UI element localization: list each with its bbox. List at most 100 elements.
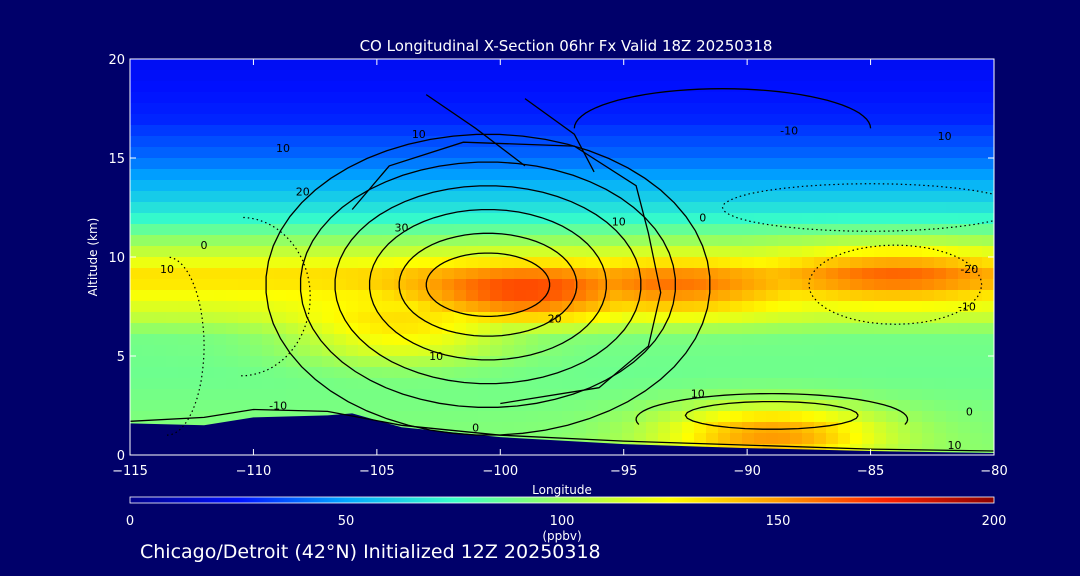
heatmap-cell bbox=[826, 334, 839, 346]
heatmap-cell bbox=[562, 59, 575, 71]
heatmap-cell bbox=[202, 279, 215, 291]
heatmap-cell bbox=[190, 279, 203, 291]
heatmap-cell bbox=[670, 290, 683, 302]
contour-line bbox=[265, 133, 711, 436]
heatmap-cell bbox=[214, 356, 227, 368]
heatmap-cell bbox=[970, 114, 983, 126]
heatmap-cell bbox=[154, 92, 167, 104]
heatmap-cell bbox=[274, 312, 287, 324]
heatmap-cell bbox=[466, 323, 479, 335]
heatmap-cell bbox=[778, 301, 791, 313]
heatmap-cell bbox=[394, 411, 407, 423]
heatmap-cell bbox=[742, 389, 755, 401]
heatmap-cell bbox=[790, 389, 803, 401]
heatmap-cell bbox=[166, 125, 179, 137]
heatmap-cell bbox=[226, 411, 239, 423]
heatmap-cell bbox=[142, 378, 155, 390]
heatmap-cell bbox=[874, 334, 887, 346]
heatmap-cell bbox=[922, 59, 935, 71]
heatmap-cell bbox=[142, 202, 155, 214]
heatmap-cell bbox=[214, 279, 227, 291]
heatmap-cell bbox=[898, 125, 911, 137]
heatmap-cell bbox=[634, 202, 647, 214]
heatmap-cell bbox=[766, 224, 779, 236]
heatmap-cell bbox=[562, 81, 575, 93]
heatmap-cell bbox=[298, 301, 311, 313]
heatmap-cell bbox=[502, 59, 515, 71]
heatmap-cell bbox=[946, 356, 959, 368]
heatmap-cell bbox=[238, 235, 251, 247]
heatmap-cell bbox=[862, 136, 875, 148]
heatmap-cell bbox=[178, 356, 191, 368]
heatmap-cell bbox=[682, 81, 695, 93]
heatmap-cell bbox=[886, 180, 899, 192]
heatmap-cell bbox=[394, 235, 407, 247]
heatmap-cell bbox=[154, 125, 167, 137]
heatmap-cell bbox=[982, 235, 994, 247]
heatmap-cell bbox=[538, 92, 551, 104]
heatmap-cell bbox=[598, 235, 611, 247]
heatmap-cell bbox=[262, 202, 275, 214]
heatmap-cell bbox=[406, 345, 419, 357]
heatmap-cell bbox=[670, 268, 683, 280]
heatmap-cell bbox=[670, 202, 683, 214]
heatmap-cell bbox=[850, 92, 863, 104]
heatmap-cell bbox=[610, 433, 623, 445]
heatmap-cell bbox=[466, 158, 479, 170]
heatmap-cell bbox=[646, 114, 659, 126]
heatmap-cell bbox=[910, 125, 923, 137]
heatmap-cell bbox=[862, 312, 875, 324]
heatmap-cell bbox=[790, 213, 803, 225]
heatmap-cell bbox=[742, 422, 755, 434]
heatmap-cell bbox=[418, 323, 431, 335]
heatmap-cell bbox=[742, 279, 755, 291]
heatmap-cell bbox=[718, 224, 731, 236]
heatmap-cell bbox=[334, 180, 347, 192]
heatmap-cell bbox=[430, 422, 443, 434]
heatmap-cell bbox=[922, 70, 935, 82]
x-tick-label: −95 bbox=[610, 464, 637, 479]
heatmap-cell bbox=[298, 356, 311, 368]
heatmap-cell bbox=[922, 224, 935, 236]
heatmap-cell bbox=[970, 279, 983, 291]
heatmap-cell bbox=[202, 202, 215, 214]
heatmap-cell bbox=[910, 81, 923, 93]
heatmap-cell bbox=[970, 224, 983, 236]
heatmap-cell bbox=[310, 180, 323, 192]
heatmap-cell bbox=[250, 257, 263, 269]
heatmap-cell bbox=[394, 169, 407, 181]
heatmap-cell bbox=[550, 169, 563, 181]
heatmap-cell bbox=[130, 389, 143, 401]
heatmap-cell bbox=[142, 246, 155, 258]
heatmap-cell bbox=[430, 312, 443, 324]
heatmap-cell bbox=[730, 334, 743, 346]
heatmap-cell bbox=[718, 136, 731, 148]
heatmap-cell bbox=[802, 158, 815, 170]
x-axis-label: Longitude bbox=[532, 483, 592, 497]
heatmap-cell bbox=[358, 334, 371, 346]
heatmap-cell bbox=[778, 70, 791, 82]
heatmap-cell bbox=[418, 213, 431, 225]
heatmap-cell bbox=[826, 169, 839, 181]
heatmap-cell bbox=[826, 257, 839, 269]
x-tick-label: −90 bbox=[733, 464, 760, 479]
heatmap-cell bbox=[214, 400, 227, 412]
heatmap-cell bbox=[670, 169, 683, 181]
heatmap-cell bbox=[466, 202, 479, 214]
heatmap-cell bbox=[514, 257, 527, 269]
heatmap-cell bbox=[694, 158, 707, 170]
heatmap-cell bbox=[886, 59, 899, 71]
heatmap-cell bbox=[442, 378, 455, 390]
heatmap-cell bbox=[694, 345, 707, 357]
heatmap-cell bbox=[370, 257, 383, 269]
heatmap-cell bbox=[790, 411, 803, 423]
heatmap-cell bbox=[130, 367, 143, 379]
heatmap-cell bbox=[622, 81, 635, 93]
heatmap-cell bbox=[526, 378, 539, 390]
heatmap-cell bbox=[262, 290, 275, 302]
heatmap-cell bbox=[154, 70, 167, 82]
heatmap-cell bbox=[982, 400, 994, 412]
heatmap-cell bbox=[526, 213, 539, 225]
heatmap-cell bbox=[742, 334, 755, 346]
heatmap-cell bbox=[646, 136, 659, 148]
